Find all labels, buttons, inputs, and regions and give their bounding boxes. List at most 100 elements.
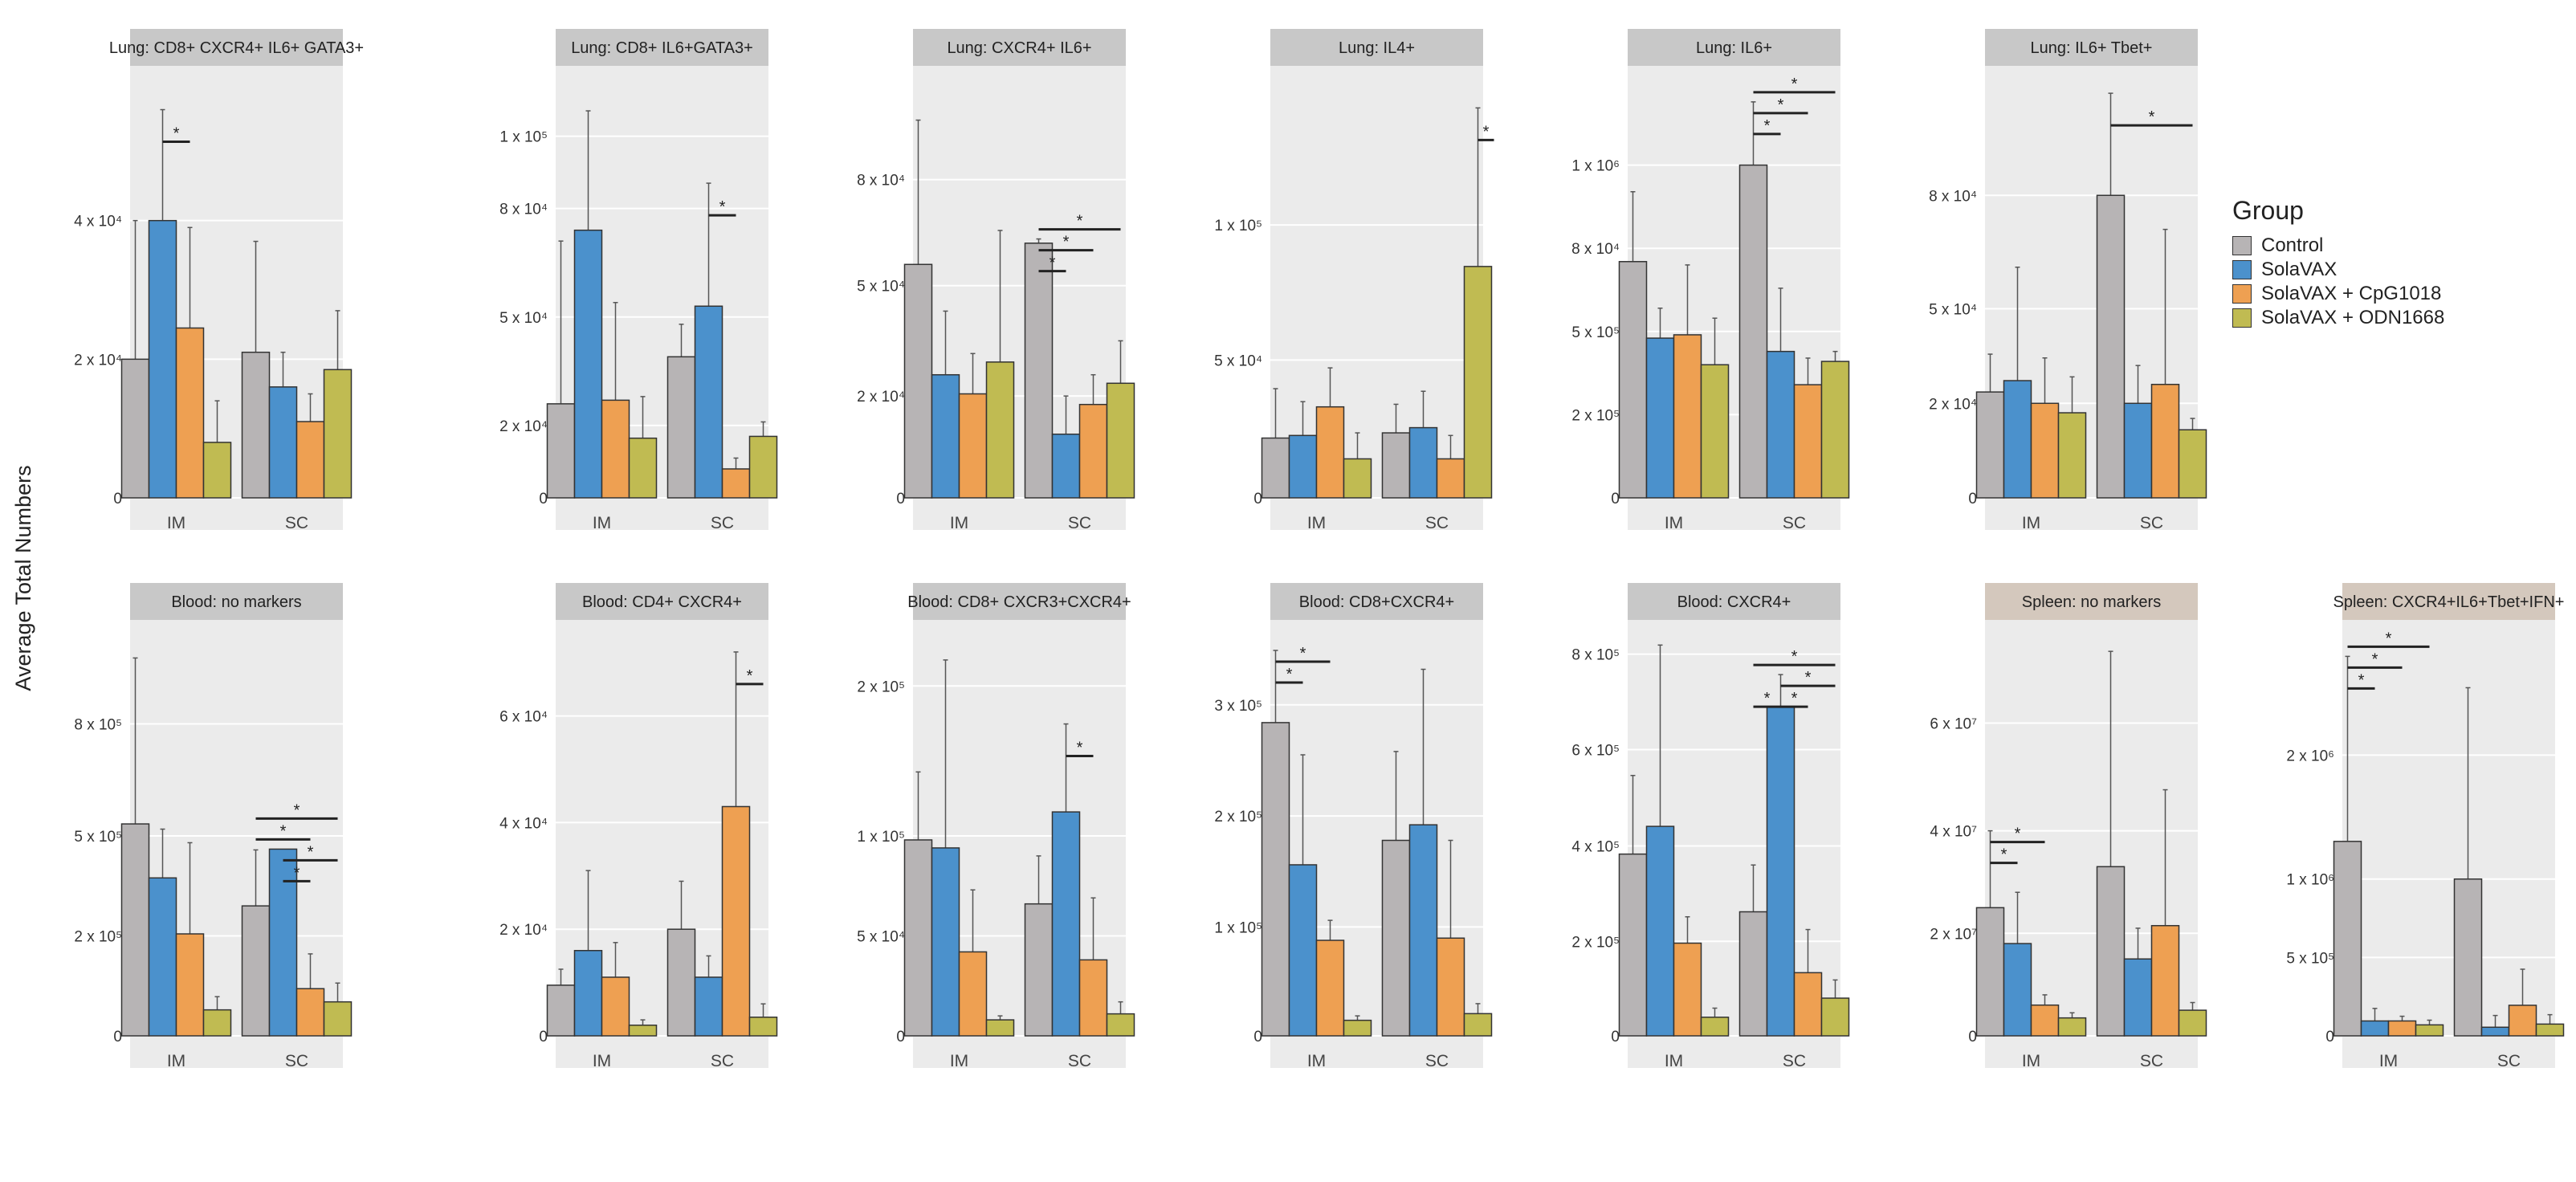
legend-swatch	[2232, 284, 2252, 304]
significance-star: *	[2149, 108, 2155, 126]
bar-solavax-sc	[2480, 1026, 2510, 1037]
panel-header	[556, 583, 768, 620]
significance-star: *	[1778, 96, 1784, 114]
bar-solavax-cpg1018-im	[958, 951, 988, 1037]
bar-solavax-im	[148, 219, 177, 499]
bar-control-sc	[1738, 911, 1768, 1037]
chart-panel-lung-cd8-cxcr4-il6-gata3: Lung: CD8+ CXCR4+ IL6+ GATA3+ 0 2 x 10⁴ 4 x…	[0, 0, 364, 554]
panel-title: Spleen: CXCR4+IL6+Tbet+IFN+	[2333, 593, 2565, 611]
bar-solavax-im	[1645, 825, 1675, 1037]
panel-title: Lung: IL4+	[1339, 39, 1415, 57]
bar-solavax-odn1668-im	[1343, 458, 1372, 499]
legend-label: Control	[2261, 234, 2324, 256]
bar-solavax-odn1668-sc	[323, 369, 353, 499]
bar-control-im	[1618, 853, 1648, 1037]
y-tick-label: 1 x 10⁵	[499, 129, 548, 146]
x-category-label: IM	[167, 1052, 185, 1070]
bar-solavax-sc	[1051, 433, 1081, 499]
bar-solavax-sc	[268, 848, 298, 1037]
bar-solavax-cpg1018-im	[958, 393, 988, 499]
significance-star: *	[2386, 630, 2392, 647]
legend-entry-odn1668: SolaVAX + ODN1668	[2232, 306, 2444, 330]
chart-panel-blood-cd4-cxcr4: Blood: CD4+ CXCR4+ 0 2 x 10⁴ 4 x 10⁴ 6 x 10⁴…	[426, 554, 783, 1108]
legend-swatch	[2232, 236, 2252, 255]
chart-svg: Blood: CXCR4+ 0 2 x 10⁵ 4 x 10⁵ 6 x 10⁵ 8 x 1…	[1571, 583, 1850, 1070]
bar-solavax-odn1668-sc	[1820, 997, 1850, 1037]
y-tick-label: 2 x 10⁵	[74, 929, 122, 946]
bar-control-im	[903, 263, 933, 499]
bar-solavax-odn1668-im	[985, 1019, 1015, 1037]
y-tick-label: 0	[113, 491, 122, 507]
chart-svg: Spleen: no markers 0 2 x 10⁷ 4 x 10⁷ 6 x 10⁷…	[1930, 583, 2207, 1070]
bar-solavax-sc	[1051, 811, 1081, 1037]
significance-star: *	[1050, 255, 1056, 272]
bar-solavax-im	[931, 373, 960, 499]
bar-solavax-cpg1018-sc	[296, 988, 325, 1037]
bar-solavax-cpg1018-sc	[721, 805, 751, 1037]
bar-solavax-cpg1018-sc	[1078, 959, 1108, 1037]
bar-solavax-cpg1018-sc	[1078, 403, 1108, 499]
panel-title: Blood: CD8+ CXCR3+CXCR4+	[907, 593, 1131, 611]
x-category-label: IM	[2022, 514, 2040, 532]
chart-panel-lung-il6: Lung: IL6+ 0 2 x 10⁵ 5 x 10⁵ 8 x 10⁴ 1 x 10⁶ I…	[1498, 0, 1855, 554]
bar-control-sc	[1024, 903, 1054, 1037]
y-tick-label: 4 x 10⁴	[499, 815, 548, 832]
bar-solavax-odn1668-im	[2415, 1024, 2444, 1037]
y-tick-label: 8 x 10⁵	[1571, 647, 1620, 664]
bar-control-sc	[1024, 243, 1054, 499]
panel-header	[1985, 583, 2198, 620]
plot-background	[2342, 620, 2555, 1068]
chart-svg: Blood: CD8+CXCR4+ 0 1 x 10⁵ 2 x 10⁵ 3 x 10⁵ I…	[1214, 583, 1493, 1070]
y-tick-label: 5 x 10⁵	[74, 829, 122, 846]
significance-star: *	[280, 822, 287, 840]
y-tick-label: 2 x 10⁴	[857, 389, 905, 406]
bar-solavax-sc	[1766, 350, 1795, 499]
legend-title: Group	[2232, 196, 2304, 225]
panel-header	[1270, 29, 1483, 66]
bar-control-im	[1975, 391, 2005, 499]
y-tick-label: 1 x 10⁶	[1571, 158, 1620, 175]
chart-panel-lung-cd8-il6-gata3: Lung: CD8+ IL6+GATA3+ 0 2 x 10⁴ 5 x 10⁴ 8 x …	[426, 0, 783, 554]
bar-control-im	[546, 403, 576, 499]
bar-solavax-sc	[694, 305, 723, 499]
bar-solavax-odn1668-im	[1343, 1019, 1372, 1037]
bar-control-sc	[2096, 194, 2126, 499]
panel-title: Blood: no markers	[171, 593, 301, 611]
bar-control-im	[120, 358, 150, 499]
chart-svg: Lung: IL4+ 0 5 x 10⁴ 1 x 10⁵ IM SC *	[1214, 29, 1494, 532]
bar-solavax-odn1668-sc	[1106, 1013, 1135, 1037]
x-category-label: SC	[1068, 514, 1091, 532]
significance-star: *	[2372, 650, 2378, 668]
bar-solavax-im	[2360, 1020, 2390, 1037]
bar-solavax-cpg1018-sc	[1436, 458, 1465, 499]
y-tick-label: 5 x 10⁴	[499, 310, 548, 327]
panel-title: Lung: IL6+	[1696, 39, 1772, 57]
x-category-label: IM	[950, 1052, 968, 1070]
x-category-label: IM	[167, 514, 185, 532]
chart-svg: Lung: IL6+ 0 2 x 10⁵ 5 x 10⁵ 8 x 10⁴ 1 x 10⁶ I…	[1571, 29, 1850, 532]
bar-control-im	[2333, 841, 2362, 1037]
bar-solavax-cpg1018-im	[2030, 402, 2060, 499]
bar-control-im	[1261, 437, 1290, 499]
significance-star: *	[1063, 234, 1070, 251]
legend-label: SolaVAX + CpG1018	[2261, 283, 2442, 304]
significance-star: *	[294, 864, 300, 882]
bar-control-im	[120, 823, 150, 1037]
y-tick-label: 2 x 10⁷	[1930, 926, 1977, 943]
chart-panel-spleen-cxcr4-il6-tbet-ifn: Spleen: CXCR4+IL6+Tbet+IFN+ 0 5 x 10⁵ 1 x 1…	[2212, 554, 2570, 1108]
y-tick-label: 0	[1968, 1029, 1977, 1045]
y-tick-label: 8 x 10⁴	[499, 202, 548, 218]
bar-solavax-odn1668-im	[1700, 1017, 1730, 1037]
x-category-label: SC	[285, 514, 308, 532]
y-tick-label: 1 x 10⁶	[2286, 872, 2334, 889]
significance-star: *	[1791, 75, 1798, 93]
y-tick-label: 0	[113, 1029, 122, 1045]
bar-solavax-odn1668-im	[985, 361, 1015, 499]
bar-solavax-cpg1018-sc	[2150, 383, 2180, 499]
chart-svg: Lung: CXCR4+ IL6+ 0 2 x 10⁴ 5 x 10⁴ 8 x 10⁴ I…	[857, 29, 1135, 532]
bar-solavax-odn1668-im	[2057, 1017, 2087, 1037]
bar-solavax-cpg1018-sc	[721, 468, 751, 499]
chart-panel-blood-cd8-cxcr4: Blood: CD8+CXCR4+ 0 1 x 10⁵ 2 x 10⁵ 3 x 10⁵ I…	[1140, 554, 1498, 1108]
y-tick-label: 1 x 10⁵	[1214, 218, 1262, 234]
